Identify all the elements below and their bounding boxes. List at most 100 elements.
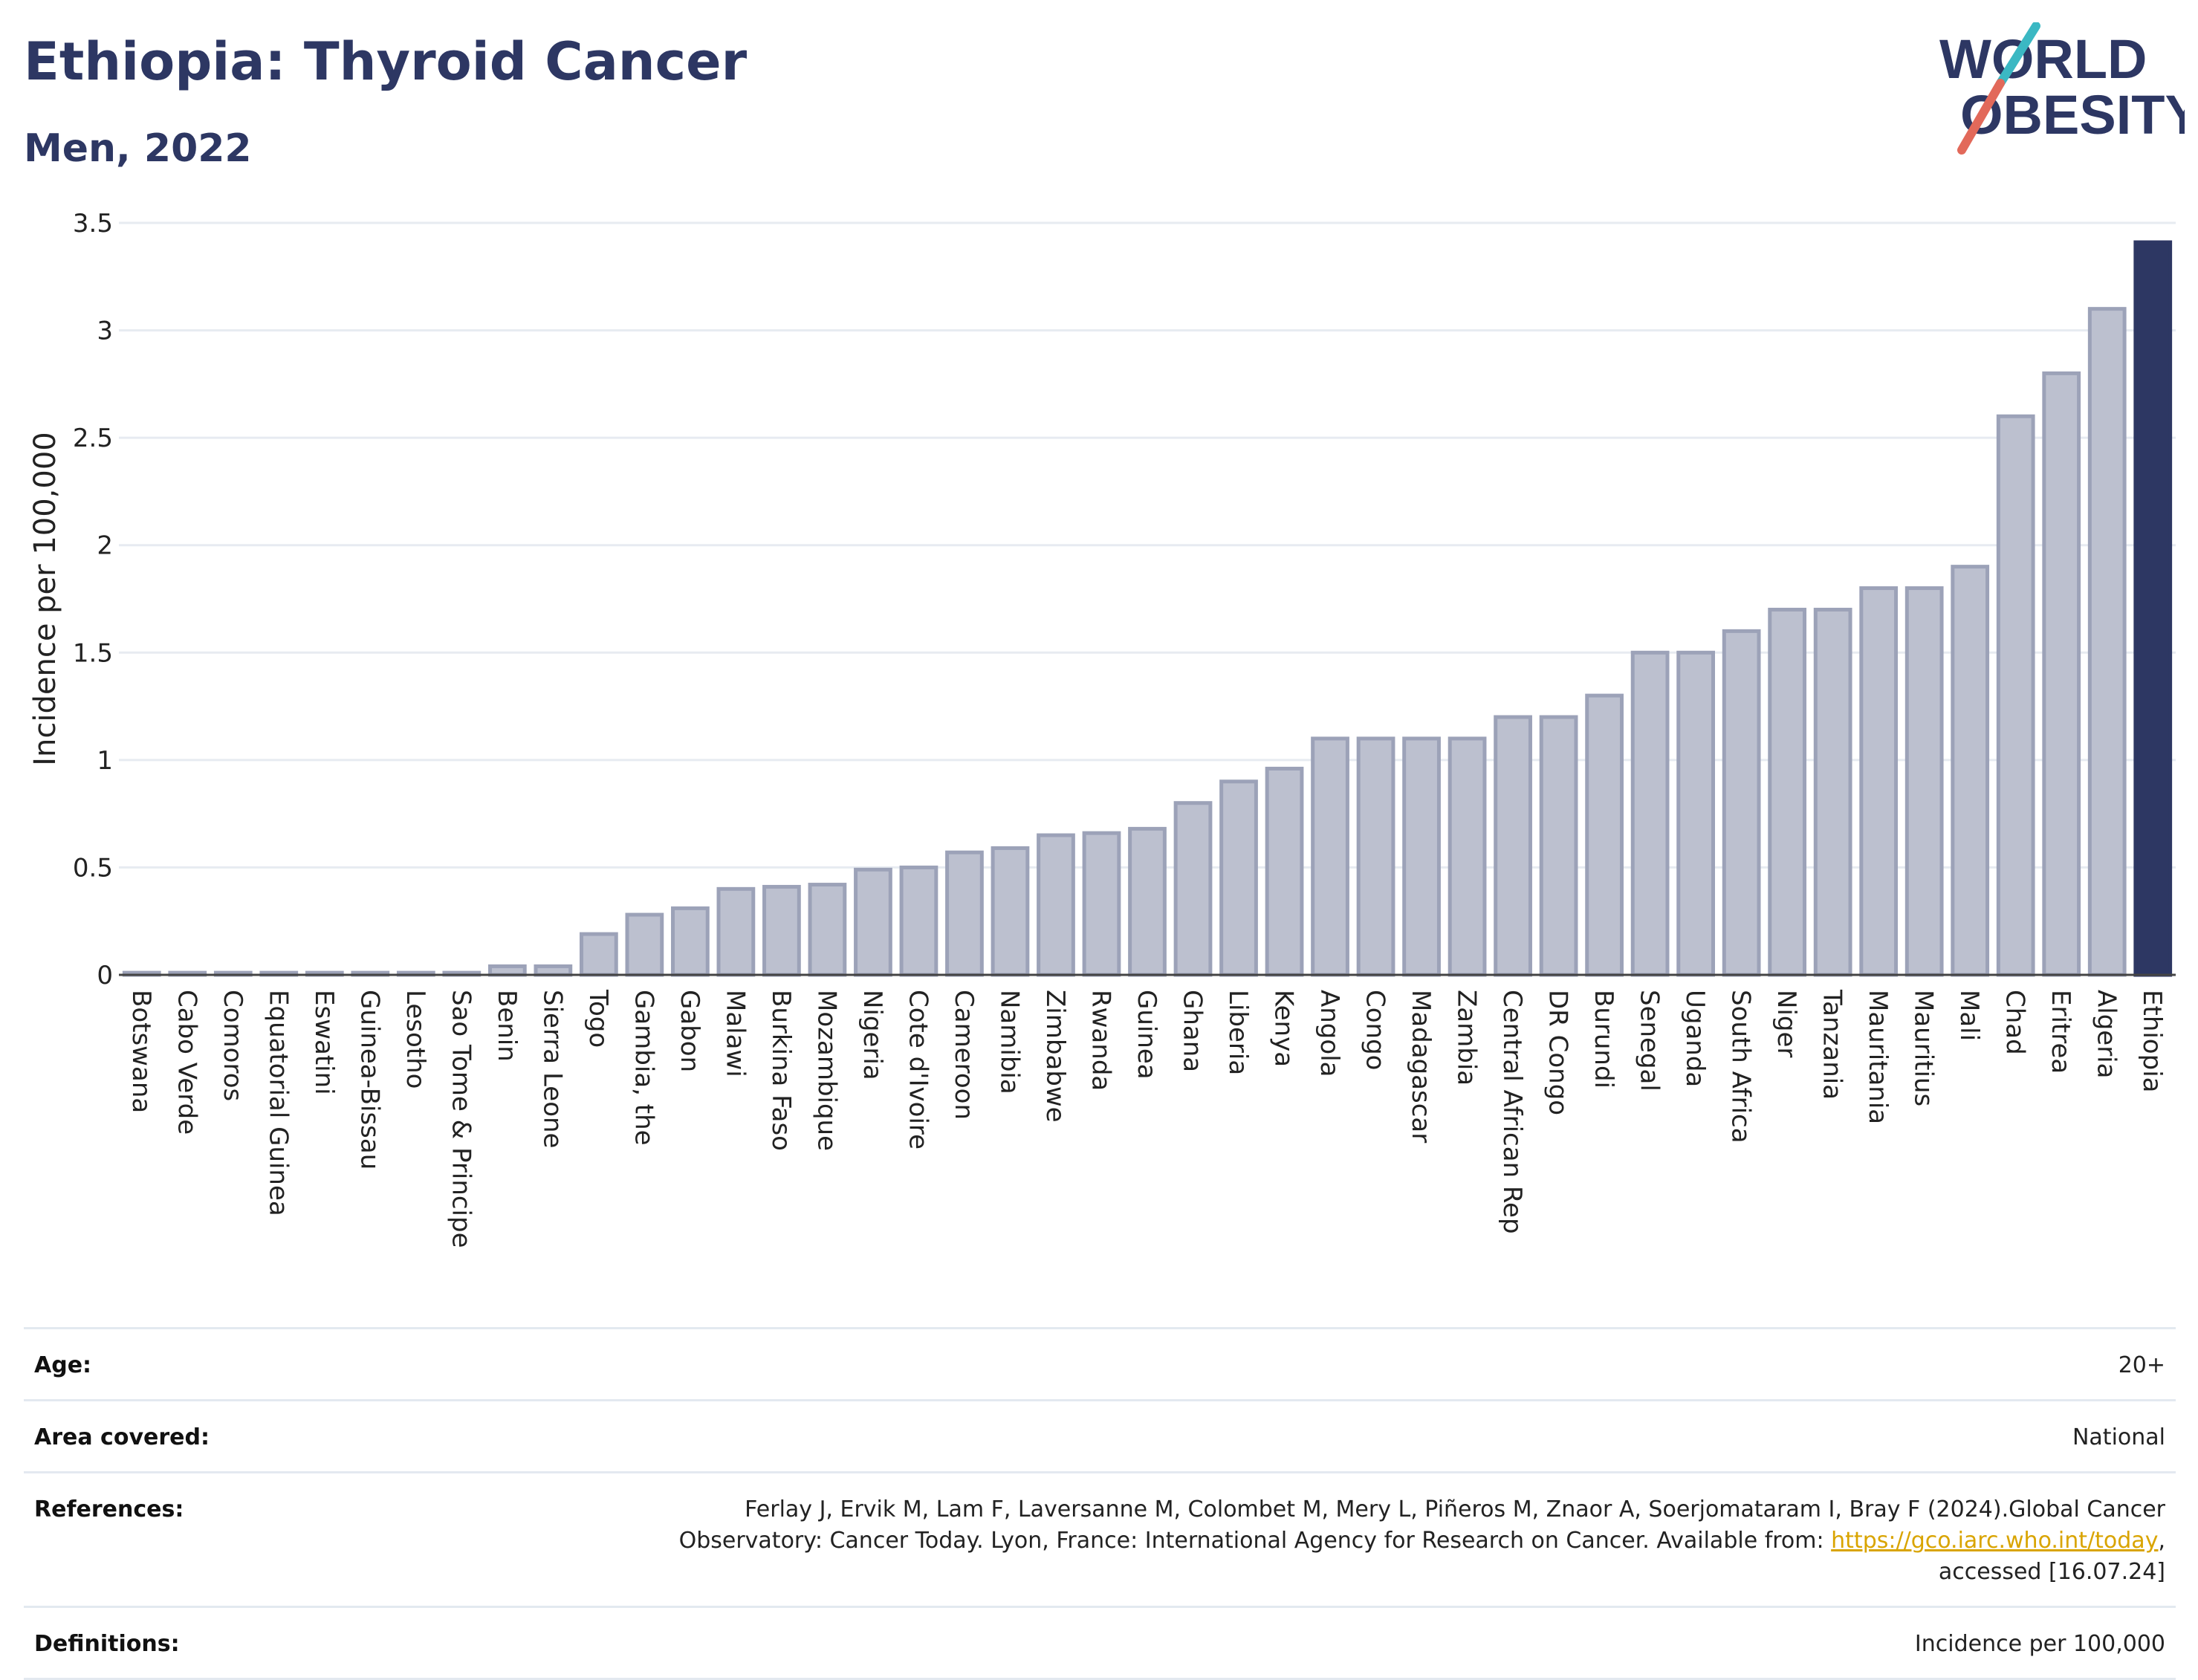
info-row-definitions: Definitions: Incidence per 100,000 xyxy=(24,1606,2176,1680)
bar-mali xyxy=(1951,565,1990,977)
references-text: Ferlay J, Ervik M, Lam F, Laversanne M, … xyxy=(678,1496,2165,1554)
bar-rwanda xyxy=(1082,831,1121,977)
bar-south-africa xyxy=(1722,629,1761,977)
references-accessed: , accessed [16.07.24] xyxy=(1938,1528,2165,1585)
y-axis-title: Incidence per 100,000 xyxy=(28,432,62,766)
bar-namibia xyxy=(991,846,1030,977)
info-row-age: Age: 20+ xyxy=(24,1327,2176,1399)
info-row-area: Area covered: National xyxy=(24,1399,2176,1471)
bar-gambia-the xyxy=(625,912,664,977)
bar-liberia xyxy=(1219,779,1258,977)
x-tick-label: Mozambique xyxy=(811,990,841,1151)
x-tick-label: Sao Tome & Principe xyxy=(446,990,476,1248)
x-tick-label: Cote d'Ivoire xyxy=(903,990,933,1149)
logo-slash-teal xyxy=(1996,22,2040,88)
x-tick-label: Burkina Faso xyxy=(766,990,796,1151)
info-row-references: References: Ferlay J, Ervik M, Lam F, La… xyxy=(24,1471,2176,1606)
y-tick-label: 1.5 xyxy=(73,638,113,668)
x-tick-label: Central African Rep xyxy=(1497,990,1527,1234)
x-tick-label: Kenya xyxy=(1269,990,1299,1067)
area-label: Area covered: xyxy=(34,1424,210,1450)
bar-mozambique xyxy=(808,883,847,977)
y-tick-label: 3.5 xyxy=(73,209,113,239)
bar-zambia xyxy=(1447,736,1487,977)
x-tick-label: Chad xyxy=(2000,990,2030,1055)
x-tick-label: Burundi xyxy=(1589,990,1618,1089)
bar-ghana xyxy=(1173,801,1213,977)
x-tick-label: Gabon xyxy=(675,990,704,1072)
bar-mauritius xyxy=(1904,586,1944,977)
x-tick-label: Equatorial Guinea xyxy=(263,990,293,1216)
age-label: Age: xyxy=(34,1352,92,1378)
bar-uganda xyxy=(1676,650,1716,977)
x-tick-label: Congo xyxy=(1361,990,1390,1070)
x-tick-label: Ethiopia xyxy=(2137,990,2167,1092)
x-tick-label: Senegal xyxy=(1635,990,1664,1092)
area-value: National xyxy=(2072,1424,2165,1450)
bar-malawi xyxy=(716,886,756,977)
references-link[interactable]: https://gco.iarc.who.int/today xyxy=(1831,1528,2159,1554)
bar-congo xyxy=(1356,736,1395,977)
bar-kenya xyxy=(1265,766,1304,977)
info-table: Age: 20+ Area covered: National Referenc… xyxy=(24,1327,2176,1680)
x-tick-label: Lesotho xyxy=(401,990,430,1089)
x-tick-label: Gambia, the xyxy=(629,990,658,1146)
x-tick-label: Togo xyxy=(583,989,613,1048)
y-tick-label: 1 xyxy=(97,746,113,776)
age-value: 20+ xyxy=(2118,1352,2165,1378)
x-tick-label: South Africa xyxy=(1726,990,1756,1144)
x-tick-label: Benin xyxy=(492,990,522,1062)
x-tick-label: Ghana xyxy=(1178,990,1207,1072)
bar-burundi xyxy=(1585,693,1624,977)
references-label: References: xyxy=(34,1496,184,1522)
bar-central-african-rep xyxy=(1494,715,1532,977)
bar-madagascar xyxy=(1402,736,1441,977)
references-value: Ferlay J, Ervik M, Lam F, Laversanne M, … xyxy=(605,1494,2165,1588)
x-tick-label: Angola xyxy=(1314,990,1344,1077)
x-tick-label: Sierra Leone xyxy=(537,990,567,1148)
bar-nigeria xyxy=(854,867,892,977)
logo-slash-red xyxy=(1957,79,2005,155)
bar-dr-congo xyxy=(1539,715,1578,977)
x-tick-label: Botswana xyxy=(126,990,156,1113)
page-title: Ethiopia: Thyroid Cancer xyxy=(24,31,748,92)
x-tick-label: Liberia xyxy=(1223,990,1253,1075)
bar-niger xyxy=(1768,607,1807,977)
x-tick-label: Guinea xyxy=(1132,990,1161,1080)
x-tick-label: Zimbabwe xyxy=(1040,990,1070,1123)
y-tick-label: 3 xyxy=(97,317,113,346)
x-tick-label: Mauritius xyxy=(1909,990,1939,1106)
x-tick-label: Tanzania xyxy=(1818,989,1847,1100)
bar-burkina-faso xyxy=(762,884,801,977)
bar-senegal xyxy=(1630,650,1670,977)
bar-togo xyxy=(579,932,618,977)
logo-line-1: WORLD xyxy=(1939,28,2147,90)
y-tick-label: 2 xyxy=(97,531,113,561)
x-tick-label: Zambia xyxy=(1452,990,1482,1086)
x-tick-label: Rwanda xyxy=(1086,990,1115,1091)
x-tick-label: Cameroon xyxy=(949,990,979,1120)
x-tick-label: Madagascar xyxy=(1406,990,1436,1143)
page-subtitle: Men, 2022 xyxy=(24,126,252,171)
x-tick-label: Algeria xyxy=(2092,990,2121,1078)
bar-guinea xyxy=(1128,826,1167,977)
bar-tanzania xyxy=(1813,607,1852,977)
bar-ethiopia xyxy=(2133,240,2173,977)
x-tick-label: Nigeria xyxy=(858,990,887,1080)
definitions-value: Incidence per 100,000 xyxy=(1914,1631,2165,1657)
y-tick-label: 0.5 xyxy=(73,853,113,883)
x-tick-label: Cabo Verde xyxy=(172,990,201,1135)
bar-benin xyxy=(487,964,527,977)
bar-cote-d-ivoire xyxy=(899,865,938,977)
bar-gabon xyxy=(671,906,710,977)
x-tick-label: Niger xyxy=(1771,990,1801,1057)
y-tick-label: 2.5 xyxy=(73,424,113,453)
bar-angola xyxy=(1311,736,1349,977)
bar-mauritania xyxy=(1859,586,1899,977)
x-tick-label: Guinea-Bissau xyxy=(354,990,384,1170)
bar-sierra-leone xyxy=(534,964,573,977)
x-tick-label: DR Congo xyxy=(1543,990,1573,1115)
x-tick-label: Mali xyxy=(1954,990,1984,1041)
bar-chart: 0 0.5 1 1.5 2 2.5 3 3.5 Incidence per 100,000 Bot… xyxy=(28,209,2176,1248)
bar-cameroon xyxy=(945,850,984,977)
